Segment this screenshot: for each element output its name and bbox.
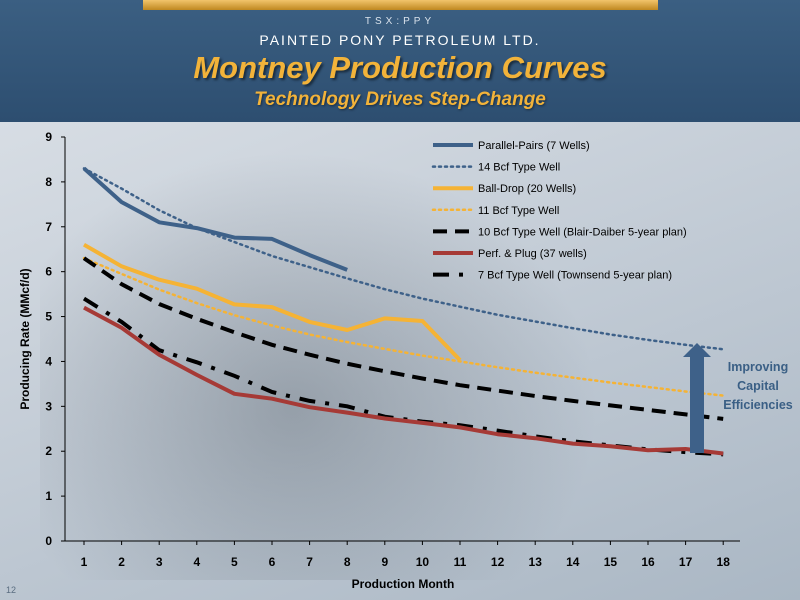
series-line-10-bcf-type-well-blair-daiber-5-year-plan	[82, 256, 724, 421]
y-tick-label: 9	[45, 130, 52, 144]
legend-label: 11 Bcf Type Well	[478, 205, 559, 217]
x-tick-label: 12	[491, 555, 505, 569]
series-line-perf-plug-37-wells	[83, 305, 724, 456]
arrow-head	[683, 343, 711, 357]
x-axis-label: Production Month	[352, 577, 455, 591]
series-line-11-bcf-type-well	[82, 256, 725, 397]
series-line-ball-drop-20-wells	[83, 242, 462, 362]
x-tick-label: 9	[381, 555, 388, 569]
y-tick-label: 2	[45, 444, 52, 458]
x-tick-label: 8	[344, 555, 351, 569]
improvement-arrow	[683, 343, 711, 453]
x-tick-label: 7	[306, 555, 313, 569]
x-tick-label: 17	[679, 555, 693, 569]
x-tick-label: 1	[81, 555, 88, 569]
x-tick-label: 3	[156, 555, 163, 569]
y-tick-label: 8	[45, 175, 52, 189]
x-tick-label: 16	[641, 555, 655, 569]
annotation-line-1: Improving	[727, 360, 789, 374]
x-tick-label: 2	[118, 555, 125, 569]
x-tick-label: 6	[269, 555, 276, 569]
ticker-symbol: TSX:PPY	[364, 16, 436, 27]
legend-label: Parallel-Pairs (7 Wells)	[478, 140, 590, 152]
legend-label: Ball-Drop (20 Wells)	[478, 183, 576, 195]
annotation-line-2: Capital	[737, 379, 779, 393]
background-photo	[0, 122, 800, 600]
annotation-line-3: Efficiencies	[723, 398, 793, 412]
y-tick-label: 5	[45, 310, 52, 324]
chart-series	[82, 166, 725, 457]
y-axis-label: Producing Rate (MMcf/d)	[18, 268, 32, 409]
x-tick-label: 18	[717, 555, 731, 569]
y-tick-label: 7	[45, 220, 52, 234]
y-tick-label: 1	[45, 489, 52, 503]
legend-label: 7 Bcf Type Well (Townsend 5-year plan)	[478, 270, 672, 282]
y-tick-label: 0	[45, 534, 52, 548]
header-band	[0, 0, 800, 122]
x-tick-label: 11	[454, 555, 467, 569]
x-tick-label: 13	[529, 555, 543, 569]
x-tick-label: 15	[604, 555, 618, 569]
legend-label: Perf. & Plug (37 wells)	[478, 248, 587, 260]
slide-title: Montney Production Curves	[193, 50, 607, 85]
x-tick-label: 10	[416, 555, 430, 569]
background-photo-shading	[40, 150, 600, 580]
legend-label: 14 Bcf Type Well	[478, 162, 560, 174]
y-tick-label: 6	[45, 265, 52, 279]
series-line-14-bcf-type-well	[82, 167, 725, 351]
arrow-shaft	[690, 356, 704, 453]
x-tick-label: 5	[231, 555, 238, 569]
y-tick-label: 4	[45, 354, 52, 368]
improving-capital-efficiencies-label: Improving Capital Efficiencies	[716, 358, 800, 415]
series-line-parallel-pairs-7-wells	[82, 166, 348, 272]
x-tick-label: 4	[193, 555, 200, 569]
page-number: 12	[6, 585, 17, 595]
slide-subtitle: Technology Drives Step-Change	[254, 89, 546, 110]
header-gold-bar	[143, 0, 658, 10]
y-tick-label: 3	[45, 399, 52, 413]
chart-legend: Parallel-Pairs (7 Wells) 14 Bcf Type Well…	[431, 140, 687, 282]
company-name: PAINTED PONY PETROLEUM LTD.	[259, 32, 541, 48]
legend-label: 10 Bcf Type Well (Blair-Daiber 5-year pl…	[478, 226, 687, 238]
x-tick-label: 14	[566, 555, 580, 569]
